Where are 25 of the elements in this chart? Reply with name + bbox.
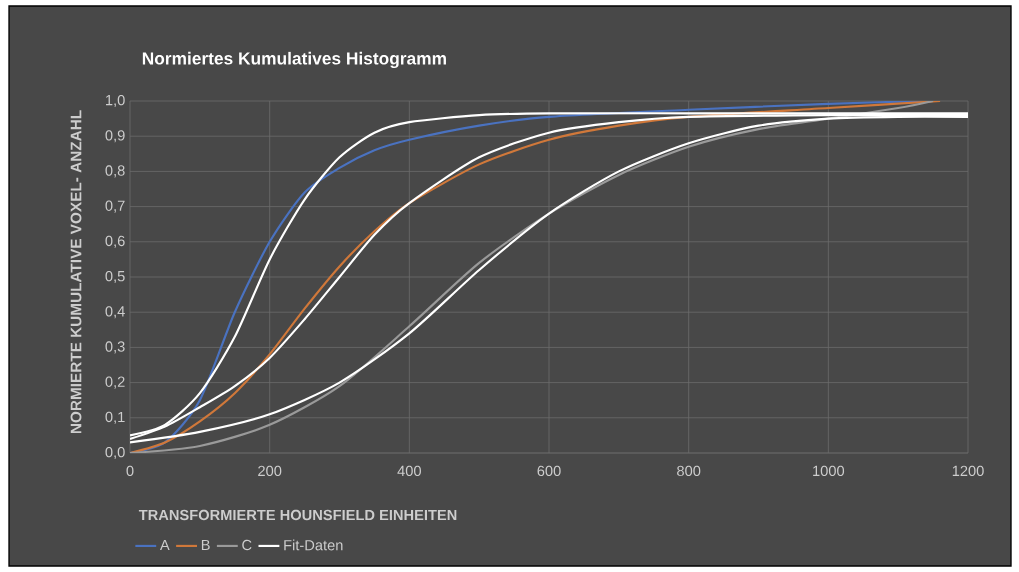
legend-label: Fit-Daten [284,539,343,551]
x-tick-label: 600 [537,465,561,477]
x-tick-label: 1000 [813,465,845,477]
y-axis-title: NORMIERTE KUMULATIVE VOXEL- ANZAHL [70,110,82,434]
y-tick-label: 0,2 [105,376,125,389]
x-tick-label: 1200 [952,465,984,477]
legend-label: C [242,539,252,551]
x-tick-label: 800 [677,465,701,477]
y-tick-label: 0,6 [105,235,125,248]
y-tick-label: 0,1 [105,411,125,424]
x-tick-label: 200 [258,465,282,477]
y-tick-label: 0,9 [105,130,125,143]
chart-title: Normiertes Kumulatives Histogramm [142,51,446,69]
legend-label: A [159,539,170,550]
y-tick-label: 0,3 [105,341,125,354]
y-tick-label: 0,8 [105,165,125,178]
y-tick-label: 0,4 [105,306,125,319]
x-axis-title: TRANSFORMIERTE HOUNSFIELD EINHEITEN [138,509,457,521]
legend-label: B [201,539,210,550]
x-tick-label: 0 [126,465,134,477]
y-tick-label: 0,0 [105,446,125,460]
x-tick-label: 400 [397,465,421,477]
y-tick-label: 1,0 [106,94,125,108]
y-tick-label: 0,5 [105,270,125,284]
y-tick-label: 0,7 [105,200,125,213]
